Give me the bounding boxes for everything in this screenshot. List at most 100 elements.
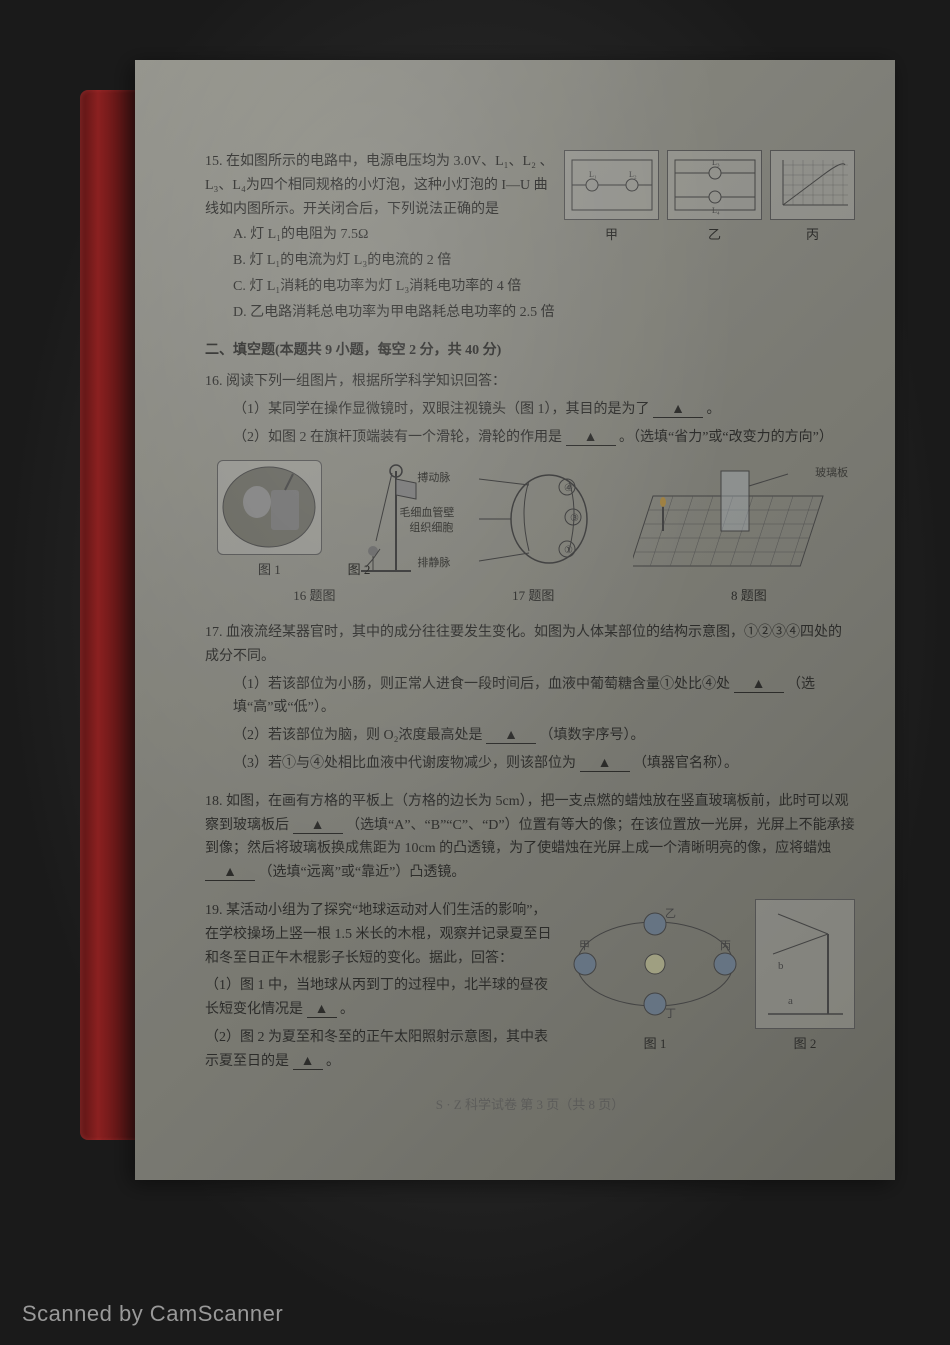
caption-17: 17 题图 xyxy=(512,585,554,607)
page-footer: S · Z 科学试卷 第 3 页（共 8 页） xyxy=(205,1094,855,1116)
microscope-icon xyxy=(219,462,319,552)
q18-blank1: ▲ xyxy=(293,819,343,834)
q15-figures: L₁ L₂ 甲 L₃ xyxy=(564,150,855,246)
q18-blank2: ▲ xyxy=(205,866,255,881)
svg-text:L₃: L₃ xyxy=(712,158,720,167)
q19-sub2-text-a: （2）图 2 为夏至和冬至的正午太阳照射示意图，其中表示夏至日的是 xyxy=(205,1030,548,1069)
q16-stem: 阅读下列一组图片，根据所学科学知识回答： xyxy=(226,374,506,389)
q15-opt-b: B. 灯 L₁的电流为灯 L₃的电流的 2 倍 xyxy=(233,249,855,273)
svg-text:丁: 丁 xyxy=(665,1008,676,1020)
anatomy-label-c: 组织细胞 xyxy=(409,521,453,535)
svg-text:③: ③ xyxy=(570,513,579,524)
q16-blank1: ▲ xyxy=(653,403,703,418)
question-18: 18. 如图，在画有方格的平板上（方格的边长为 5cm），把一支点燃的蜡烛放在竖… xyxy=(205,790,855,885)
sun-angle-figure: a b xyxy=(755,899,855,1029)
q16-sub1-text-b: 。 xyxy=(707,402,721,417)
q15-opt-d: D. 乙电路消耗总电功率为甲电路耗总电功率的 2.5 倍 xyxy=(233,301,855,325)
q17-number: 17. xyxy=(205,625,223,640)
svg-text:a: a xyxy=(788,995,793,1007)
q19-figures: 甲 乙 丙 丁 图 1 a xyxy=(565,899,855,1055)
q16-sub2: （2）如图 2 在旗杆顶端装有一个滑轮，滑轮的作用是 ▲ 。（选填“省力”或“改… xyxy=(233,426,855,450)
q16-sub2-text-b: 。（选填“省力”或“改变力的方向”） xyxy=(619,430,833,445)
q17-stem: 血液流经某器官时，其中的成分往往要发生变化。如图为人体某部位的结构示意图，①②③… xyxy=(205,625,842,664)
q19-blank1: ▲ xyxy=(307,1003,337,1018)
anatomy-label-a: 搏动脉 xyxy=(417,471,450,485)
q15-stem: 在如图所示的电路中，电源电压均为 3.0V、L₁、L₂ 、L₃、L₄为四个相同规… xyxy=(205,154,553,217)
question-15: L₁ L₂ 甲 L₃ xyxy=(205,150,855,325)
q17-sub1-text-a: （1）若该部位为小肠，则正常人进食一段时间后，血液中葡萄糖含量①处比④处 xyxy=(233,677,730,692)
svg-text:④: ④ xyxy=(564,483,573,494)
q17-sub2: （2）若该部位为脑，则 O₂浓度最高处是 ▲ （填数字序号）。 xyxy=(233,724,855,748)
circuit-icon: L₁ L₂ xyxy=(567,155,657,215)
q17-sub3-text-a: （3）若①与④处相比血液中代谢废物减少，则该部位为 xyxy=(233,756,576,771)
q16-fig1-wrap: 图 1 xyxy=(217,460,322,581)
caption-16: 16 题图 xyxy=(293,585,335,607)
q19-stem: 某活动小组为了探究“地球运动对人们生活的影响”，在学校操场上竖一根 1.5 米长… xyxy=(205,903,552,966)
section-2-title: 二、填空题(本题共 9 小题，每空 2 分，共 40 分) xyxy=(205,339,855,363)
q19-sub2-text-b: 。 xyxy=(326,1054,340,1069)
q16-sub1: （1）某同学在操作显微镜时，双眼注视镜头（图 1），其目的是为了 ▲ 。 xyxy=(233,398,855,422)
svg-text:L₂: L₂ xyxy=(629,170,637,179)
q19-sub1-text-b: 。 xyxy=(340,1002,354,1017)
q17-sub1: （1）若该部位为小肠，则正常人进食一段时间后，血液中葡萄糖含量①处比④处 ▲ （… xyxy=(233,673,855,721)
q19-sub1-text-a: （1）图 1 中，当地球从丙到丁的过程中，北半球的昼夜长短变化情况是 xyxy=(205,978,548,1017)
q17-blank2: ▲ xyxy=(486,729,536,744)
q15-opt-c: C. 灯 L₁消耗的电功率为灯 L₃消耗电功率的 4 倍 xyxy=(233,275,855,299)
question-19: 甲 乙 丙 丁 图 1 a xyxy=(205,899,855,1074)
anatomy-label-e: 玻璃板 xyxy=(815,466,848,480)
circuit-icon: L₃ L₄ xyxy=(670,155,760,215)
anatomy-label-b: 毛细血管壁 xyxy=(399,506,454,520)
q18-text-c: （选填“远离”或“靠近”）凸透镜。 xyxy=(259,865,466,880)
question-16: 16. 阅读下列一组图片，根据所学科学知识回答： （1）某同学在操作显微镜时，双… xyxy=(205,370,855,607)
fig-label-yi: 乙 xyxy=(667,224,762,246)
q19-number: 19. xyxy=(205,903,223,918)
circuit-diagram-yi: L₃ L₄ xyxy=(667,150,762,220)
fig-label-jia: 甲 xyxy=(564,224,659,246)
circuit-diagram-jia: L₁ L₂ xyxy=(564,150,659,220)
graph-icon xyxy=(773,155,853,215)
q17-sub2-text-a: （2）若该部位为脑，则 O₂浓度最高处是 xyxy=(233,728,483,743)
q19-fig1-label: 图 1 xyxy=(565,1033,745,1055)
q16-fig1-label: 图 1 xyxy=(217,559,322,581)
red-binder-edge xyxy=(80,90,140,1140)
svg-text:乙: 乙 xyxy=(665,907,676,920)
orbit-icon: 甲 乙 丙 丁 xyxy=(565,899,745,1029)
caption-18: 8 题图 xyxy=(731,585,767,607)
q16-number: 16. xyxy=(205,374,223,389)
svg-text:L₁: L₁ xyxy=(589,170,597,179)
earth-orbit-figure: 甲 乙 丙 丁 xyxy=(565,899,745,1029)
q15-number: 15. xyxy=(205,154,223,169)
fig-label-bing: 丙 xyxy=(770,224,855,246)
q17-sub2-text-b: （填数字序号）。 xyxy=(540,728,645,743)
vessel-icon: ④ ③ ① xyxy=(469,461,599,581)
exam-paper: L₁ L₂ 甲 L₃ xyxy=(135,60,895,1180)
q17-blank3: ▲ xyxy=(580,757,630,772)
q19-fig2-label: 图 2 xyxy=(755,1033,855,1055)
q16-sub1-text-a: （1）某同学在操作显微镜时，双眼注视镜头（图 1），其目的是为了 xyxy=(233,402,650,417)
anatomy-label-d: 排静脉 xyxy=(417,556,450,570)
q18-fig-wrap: 玻璃板 xyxy=(633,466,843,581)
q19-blank2: ▲ xyxy=(293,1055,323,1070)
q16-fig2-label: 图 2 xyxy=(348,559,371,581)
svg-text:丙: 丙 xyxy=(720,940,731,952)
sun-icon: a b xyxy=(758,904,853,1024)
figure-captions: 16 题图 17 题图 8 题图 xyxy=(205,585,855,607)
q16-blank2: ▲ xyxy=(566,431,616,446)
grid-icon xyxy=(633,466,843,581)
svg-text:L₄: L₄ xyxy=(712,206,720,215)
camscanner-watermark: Scanned by CamScanner xyxy=(22,1301,283,1327)
svg-text:甲: 甲 xyxy=(579,940,590,952)
q17-fig-wrap: ④ ③ ① 搏动脉 毛细血管壁 组织细胞 排静脉 xyxy=(469,461,599,581)
q18-number: 18. xyxy=(205,794,223,809)
q16-figure-row: 图 1 图 2 xyxy=(205,460,855,581)
question-17: 17. 血液流经某器官时，其中的成分往往要发生变化。如图为人体某部位的结构示意图… xyxy=(205,621,855,776)
microscope-figure xyxy=(217,460,322,555)
q16-sub2-text-a: （2）如图 2 在旗杆顶端装有一个滑轮，滑轮的作用是 xyxy=(233,430,562,445)
blood-vessel-figure: ④ ③ ① xyxy=(469,461,599,581)
optics-grid-figure xyxy=(633,466,843,581)
svg-text:b: b xyxy=(778,960,784,972)
q17-blank1: ▲ xyxy=(734,678,784,693)
q17-sub3-text-b: （填器官名称）。 xyxy=(633,756,738,771)
q17-sub3: （3）若①与④处相比血液中代谢废物减少，则该部位为 ▲ （填器官名称）。 xyxy=(233,752,855,776)
iu-graph xyxy=(770,150,855,220)
